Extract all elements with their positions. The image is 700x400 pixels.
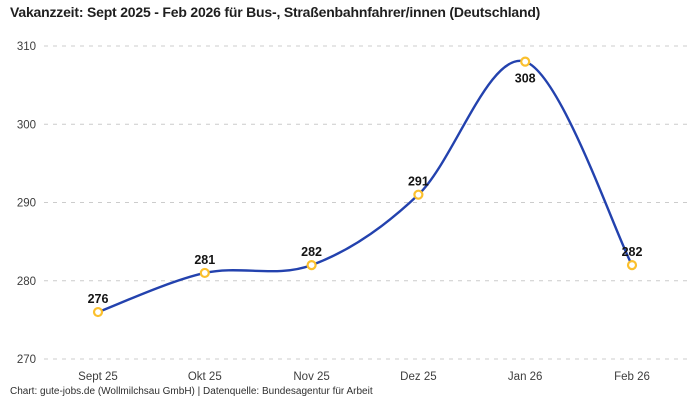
data-point-marker — [199, 267, 210, 279]
x-axis-tick-label: Nov 25 — [293, 371, 329, 383]
data-point-marker — [413, 189, 424, 200]
data-point-label: 291 — [408, 175, 429, 189]
x-axis-tick-label: Feb 26 — [614, 371, 650, 383]
x-axis-tick-label: Dez 25 — [400, 371, 436, 383]
data-point-marker — [626, 260, 638, 271]
data-point-label: 308 — [515, 72, 536, 86]
data-point-marker — [520, 56, 531, 67]
data-point-label: 282 — [622, 245, 643, 259]
x-axis-tick-label: Jan 26 — [508, 371, 543, 383]
series-line — [96, 59, 634, 314]
data-point-marker — [306, 260, 317, 271]
data-point-label: 282 — [301, 245, 322, 259]
data-point-label: 281 — [194, 253, 215, 267]
y-axis-tick-label: 310 — [17, 41, 36, 53]
y-axis-tick-label: 270 — [17, 354, 36, 366]
data-point-marker — [92, 306, 104, 318]
chart-attribution: Chart: gute-jobs.de (Wollmilchsau GmbH) … — [10, 385, 373, 397]
x-axis-tick-label: Okt 25 — [188, 371, 222, 383]
data-point-label: 276 — [88, 292, 109, 306]
y-axis-tick-label: 300 — [17, 119, 36, 131]
x-axis-tick-label: Sept 25 — [78, 371, 118, 383]
y-axis-tick-label: 290 — [17, 198, 36, 210]
chart-title: Vakanzzeit: Sept 2025 - Feb 2026 für Bus… — [10, 4, 541, 20]
y-axis-tick-label: 280 — [17, 276, 36, 288]
